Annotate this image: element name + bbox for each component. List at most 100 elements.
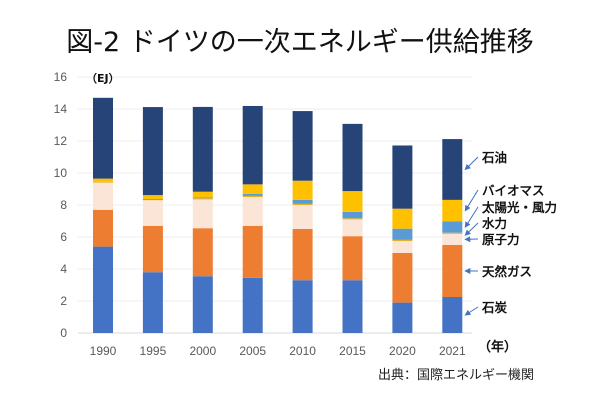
x-axis-ticks: 1990 1995 2000 2005 2010 2015 2020 2021 (90, 344, 466, 358)
x-tick-label: 2015 (339, 344, 366, 358)
chart-title: 図-2 ドイツの一次エネルギー供給推移 (66, 27, 534, 58)
bar-segment-oil (242, 105, 263, 185)
legend-label-nuclear: 原子力 (482, 232, 520, 247)
legend-arrow-solar_wind (464, 206, 479, 228)
legend-arrow-coal (464, 306, 479, 316)
bar-segment-solar_wind (342, 211, 363, 219)
bar-segment-hydro (342, 218, 363, 220)
gridlines (78, 76, 472, 334)
bar-segment-oil (192, 106, 213, 192)
bar-segment-oil (93, 97, 113, 179)
legend-label-hydro: 水力 (482, 216, 507, 231)
bar-segment-biomass (342, 191, 363, 212)
bar-segment-nuclear (242, 197, 263, 226)
bar-segment-nuclear (192, 199, 213, 229)
legend-arrow-oil (464, 156, 479, 171)
y-tick-label: 12 (54, 134, 68, 148)
bar-segment-hydro (93, 181, 113, 183)
bar-segment-gas (93, 209, 113, 247)
bar-stack-1995 (142, 107, 163, 333)
bar-segment-solar_wind (392, 228, 413, 240)
bar-segment-gas (192, 228, 213, 277)
y-tick-label: 10 (54, 166, 68, 180)
bar-segment-biomass (242, 184, 263, 194)
bar-segment-nuclear (292, 205, 313, 229)
bar-segment-hydro (292, 203, 313, 205)
y-tick-label: 4 (60, 262, 67, 276)
bar-segment-nuclear (342, 219, 363, 237)
bar-segment-biomass (142, 195, 163, 200)
bars (93, 97, 463, 333)
bar-segment-oil (442, 139, 463, 200)
bar-segment-solar_wind (192, 197, 213, 199)
bar-segment-biomass (192, 191, 213, 198)
x-tick-label: 2000 (189, 344, 216, 358)
bar-segment-gas (242, 225, 263, 278)
x-tick-label: 2005 (239, 344, 266, 358)
bar-stack-2020 (392, 145, 413, 333)
bar-segment-coal (342, 280, 363, 333)
bar-segment-coal (142, 272, 163, 333)
bar-segment-coal (292, 280, 313, 333)
bar-stack-2010 (292, 111, 313, 333)
bar-segment-biomass (392, 208, 413, 229)
bar-segment-nuclear (442, 233, 463, 245)
bar-segment-hydro (442, 232, 463, 234)
bar-segment-nuclear (93, 182, 113, 210)
legend-label-coal: 石炭 (481, 300, 508, 315)
bar-segment-biomass (93, 178, 113, 182)
bar-segment-gas (442, 245, 463, 297)
legend-arrow-hydro (464, 222, 479, 236)
bar-segment-oil (292, 111, 313, 181)
legend-label-oil: 石油 (481, 150, 507, 165)
bar-segment-biomass (442, 199, 463, 222)
x-tick-label: 2020 (389, 344, 416, 358)
bar-segment-hydro (242, 195, 263, 197)
bar-stack-2015 (342, 123, 363, 333)
x-tick-label: 2010 (289, 344, 316, 358)
legend-arrow-biomass (464, 189, 479, 212)
x-tick-label: 1990 (90, 344, 117, 358)
bar-segment-gas (292, 229, 313, 281)
source-note: 出典：国際エネルギー機関 (378, 368, 535, 383)
bar-segment-gas (342, 236, 363, 281)
bar-segment-solar_wind (442, 221, 463, 233)
y-axis-unit-label: （EJ） (86, 72, 120, 85)
bar-segment-gas (142, 225, 163, 273)
bar-segment-coal (392, 302, 413, 333)
bar-segment-hydro (392, 239, 413, 241)
bar-segment-gas (392, 253, 413, 303)
y-tick-label: 2 (60, 294, 67, 308)
y-axis-ticks: 0 2 4 6 8 10 12 14 16 (54, 70, 68, 340)
bar-segment-oil (142, 107, 163, 196)
y-tick-label: 6 (60, 230, 67, 244)
bar-segment-coal (192, 276, 213, 333)
y-tick-label: 14 (54, 102, 68, 116)
bar-segment-solar_wind (292, 199, 313, 204)
bar-segment-solar_wind (142, 199, 163, 200)
bar-segment-coal (93, 246, 113, 333)
bar-segment-coal (442, 297, 463, 333)
bar-segment-hydro (192, 198, 213, 200)
bar-segment-coal (242, 277, 263, 333)
bar-segment-nuclear (392, 241, 413, 253)
bar-segment-solar_wind (242, 193, 263, 196)
bar-stack-2005 (242, 105, 263, 333)
x-axis-unit-label: （年） (478, 339, 517, 355)
bar-stack-2000 (192, 106, 213, 333)
bar-segment-biomass (292, 180, 313, 200)
legend-label-gas: 天然ガス (482, 264, 532, 279)
bar-segment-nuclear (142, 200, 163, 226)
bar-segment-oil (392, 145, 413, 209)
bar-stack-2021 (442, 139, 463, 333)
legend-label-solar_wind: 太陽光・風力 (482, 200, 557, 215)
y-tick-label: 0 (60, 326, 67, 340)
y-tick-label: 8 (60, 198, 67, 212)
x-tick-label: 1995 (140, 344, 167, 358)
legend-label-biomass: バイオマス (482, 183, 545, 198)
x-tick-label: 2021 (439, 344, 466, 358)
bar-stack-1990 (93, 97, 113, 333)
y-tick-label: 16 (54, 70, 68, 84)
